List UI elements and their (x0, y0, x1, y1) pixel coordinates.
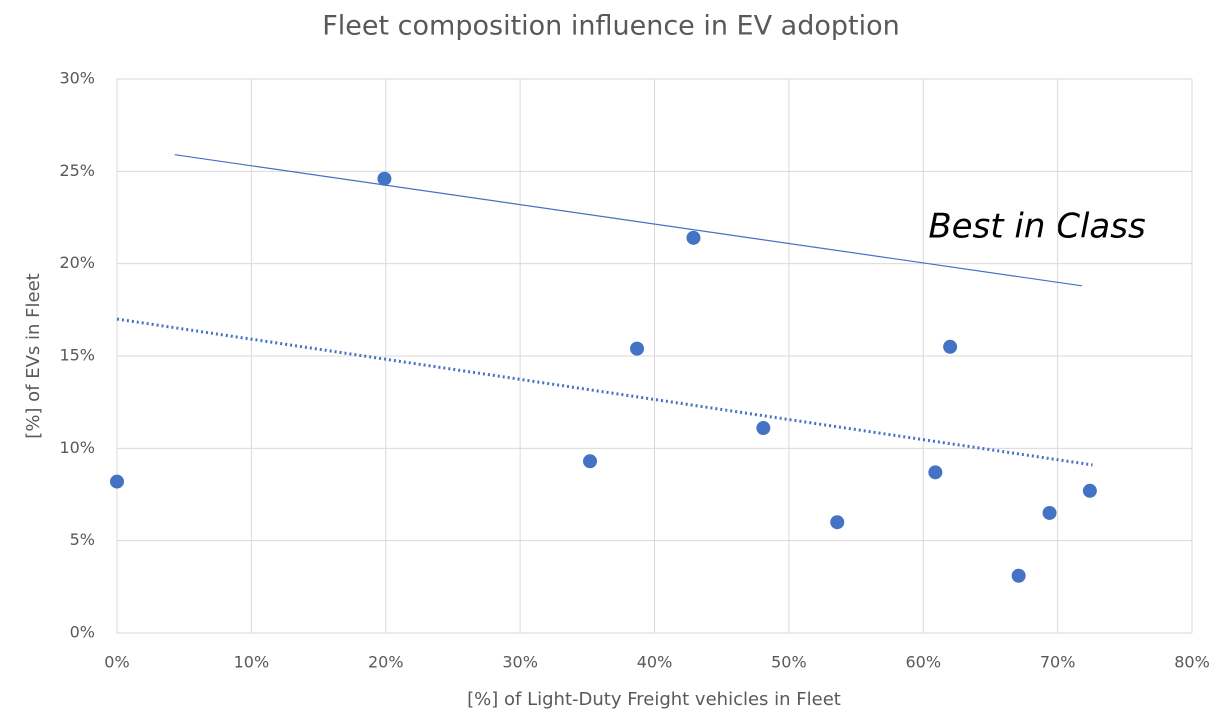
point (630, 341, 645, 356)
x-tick-label: 20% (368, 653, 404, 672)
y-tick-label: 25% (59, 161, 95, 180)
x-tick-label: 10% (234, 653, 270, 672)
x-tick-label: 70% (1040, 653, 1076, 672)
x-tick-label: 60% (905, 653, 941, 672)
point (943, 339, 958, 354)
y-tick-label: 5% (70, 530, 95, 549)
trendline (174, 154, 1082, 287)
y-tick-label: 15% (59, 346, 95, 365)
point (686, 230, 701, 245)
point (377, 171, 392, 186)
point (1042, 505, 1057, 520)
x-tick-label: 30% (502, 653, 538, 672)
point (756, 421, 771, 436)
x-tick-label: 50% (771, 653, 807, 672)
x-tick-label: 40% (637, 653, 673, 672)
annotation: Best in Class (928, 207, 1145, 247)
y-tick-label: 10% (59, 438, 95, 457)
chart-title: Fleet composition influence in EV adopti… (322, 11, 899, 42)
point (830, 515, 845, 530)
y-tick-label: 20% (59, 253, 95, 272)
point (928, 465, 943, 480)
point (110, 474, 124, 489)
y-tick-label: 30% (59, 69, 95, 88)
point (1082, 483, 1097, 498)
point (583, 454, 597, 469)
x-axis-label: [%] of Light-Duty Freight vehicles in Fl… (467, 689, 841, 710)
x-tick-label: 80% (1174, 653, 1210, 672)
y-axis-label: [%] of EVs in Fleet (23, 273, 44, 438)
y-tick-label: 0% (70, 623, 95, 642)
point (1011, 568, 1026, 583)
x-tick-label: 0% (104, 653, 129, 672)
